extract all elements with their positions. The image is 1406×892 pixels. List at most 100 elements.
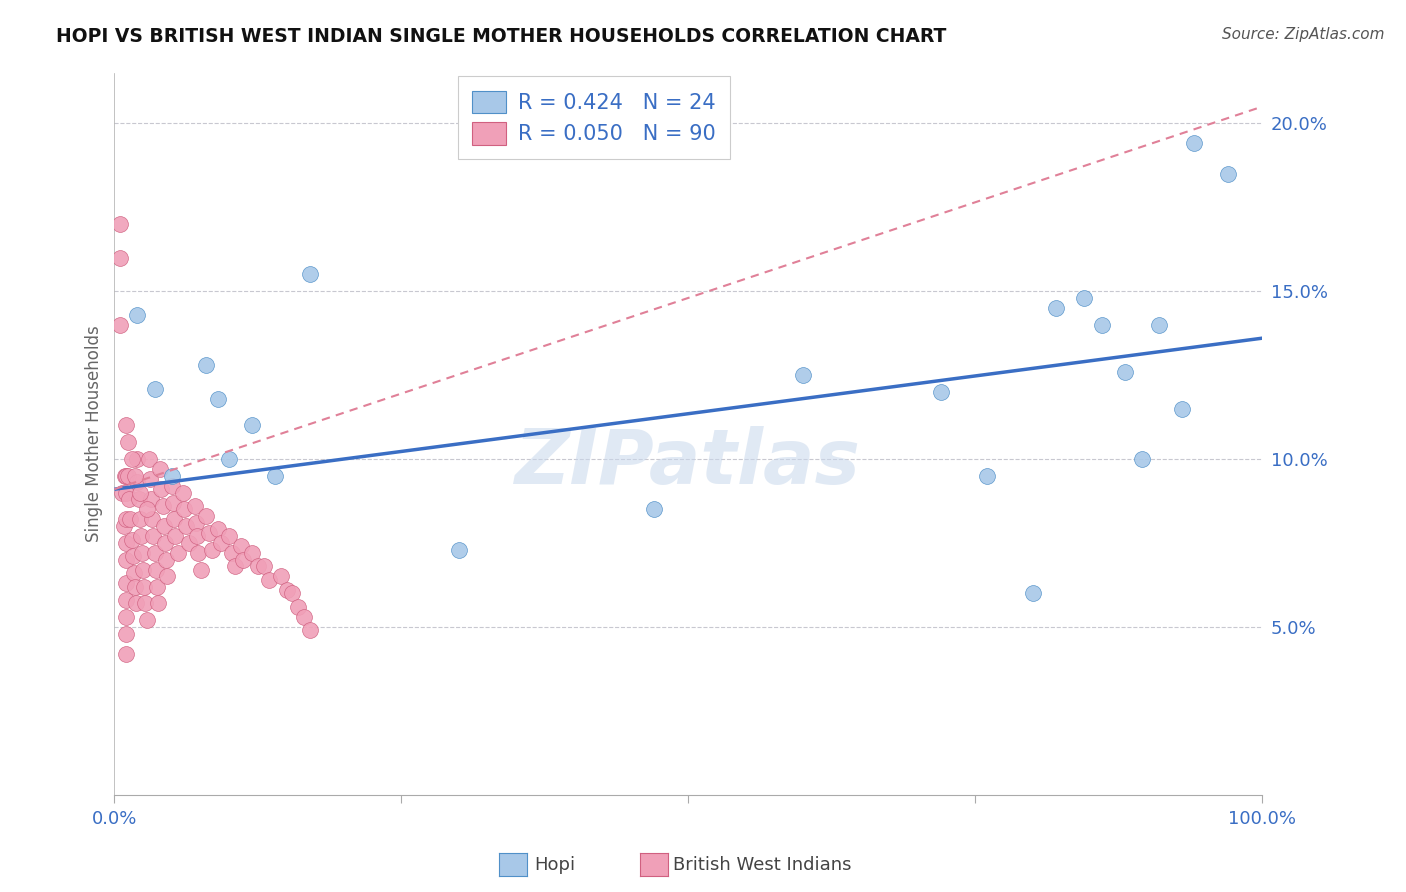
Point (298, 268, 321, 282)
Point (145, 563, 167, 577)
Point (184, 516, 207, 530)
Point (115, 485, 138, 500)
Point (1091, 318, 1114, 332)
Point (108, 217, 131, 231)
Point (173, 502, 195, 516)
Point (153, 536, 176, 550)
Point (117, 435, 139, 450)
Point (1147, 318, 1170, 332)
Point (135, 613, 157, 627)
Point (1045, 301, 1067, 315)
Point (298, 623, 321, 637)
Point (139, 472, 162, 486)
Point (132, 563, 155, 577)
Point (127, 308, 149, 322)
Point (125, 596, 148, 610)
Point (1171, 401, 1194, 416)
Point (115, 552, 138, 566)
Point (218, 529, 240, 543)
Point (792, 368, 814, 382)
Text: British West Indians: British West Indians (673, 856, 852, 874)
Point (292, 609, 315, 624)
Point (146, 580, 169, 594)
Point (270, 569, 292, 583)
Point (246, 559, 269, 574)
Point (184, 499, 207, 513)
Y-axis label: Single Mother Households: Single Mother Households (86, 326, 103, 542)
Point (281, 586, 304, 600)
Point (115, 536, 138, 550)
Point (108, 318, 131, 332)
Point (114, 468, 136, 483)
Point (163, 512, 186, 526)
Point (195, 358, 218, 372)
Point (152, 499, 174, 513)
Point (112, 519, 135, 533)
Point (134, 580, 156, 594)
Point (115, 468, 138, 483)
Point (177, 536, 200, 550)
Point (1073, 291, 1095, 305)
Point (1216, 167, 1239, 181)
Point (115, 576, 138, 591)
Point (264, 468, 287, 483)
Point (1182, 136, 1205, 151)
Point (221, 546, 243, 560)
Point (115, 647, 138, 661)
Point (141, 512, 163, 526)
Point (166, 546, 188, 560)
Point (115, 418, 138, 433)
Point (156, 569, 179, 583)
Point (115, 512, 138, 526)
Point (160, 468, 183, 483)
Point (141, 492, 163, 507)
Point (1130, 452, 1153, 467)
Point (118, 492, 141, 507)
Point (142, 529, 165, 543)
Point (111, 485, 134, 500)
Point (121, 452, 143, 467)
Point (120, 512, 142, 526)
Point (232, 552, 254, 566)
Point (128, 485, 150, 500)
Point (1114, 365, 1136, 379)
Text: HOPI VS BRITISH WEST INDIAN SINGLE MOTHER HOUSEHOLDS CORRELATION CHART: HOPI VS BRITISH WEST INDIAN SINGLE MOTHE… (56, 27, 946, 45)
Point (143, 546, 166, 560)
Point (129, 529, 152, 543)
Legend: R = 0.424   N = 24, R = 0.050   N = 90: R = 0.424 N = 24, R = 0.050 N = 90 (458, 76, 731, 159)
Point (1022, 586, 1045, 600)
Point (201, 542, 224, 557)
Point (115, 593, 138, 607)
Point (152, 519, 174, 533)
Point (155, 552, 177, 566)
Point (146, 596, 169, 610)
Point (108, 251, 131, 265)
Text: Hopi: Hopi (534, 856, 575, 874)
Point (134, 596, 156, 610)
Point (127, 452, 149, 467)
Point (643, 502, 665, 516)
Point (162, 495, 184, 509)
Point (187, 546, 209, 560)
Point (240, 546, 263, 560)
Point (259, 573, 281, 587)
Point (218, 452, 240, 467)
Point (165, 529, 187, 543)
Point (253, 559, 276, 574)
Point (117, 468, 139, 483)
Point (172, 485, 194, 500)
Point (224, 559, 246, 574)
Point (174, 519, 197, 533)
Point (121, 549, 143, 564)
Point (207, 392, 229, 406)
Text: Source: ZipAtlas.com: Source: ZipAtlas.com (1222, 27, 1385, 42)
Point (160, 479, 183, 493)
Point (209, 536, 232, 550)
Point (229, 539, 252, 553)
Point (197, 525, 219, 540)
Point (207, 523, 229, 537)
Point (138, 452, 160, 467)
Point (131, 546, 153, 560)
Point (124, 580, 146, 594)
Point (135, 502, 157, 516)
